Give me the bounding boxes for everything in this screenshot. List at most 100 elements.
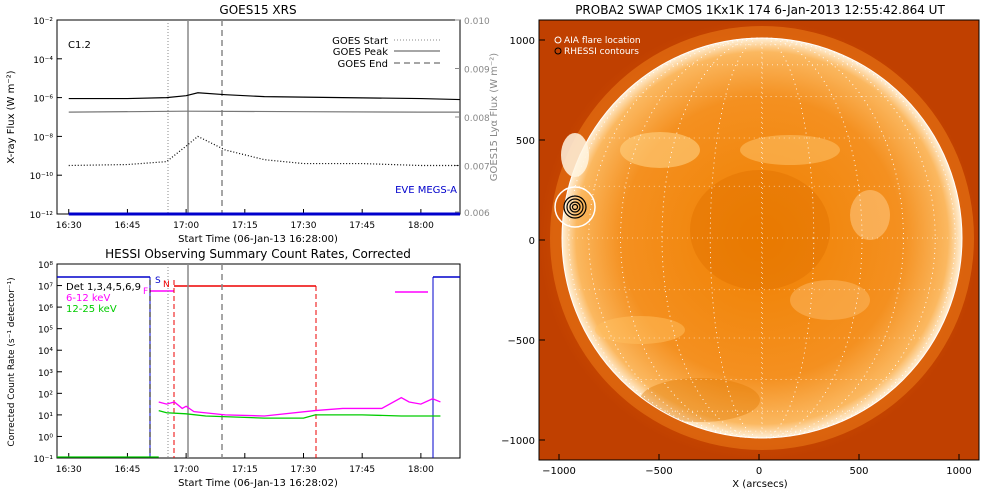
goes-x-tick-label: 17:30 bbox=[291, 221, 317, 231]
swap-x-ticks: −1000 −500 0 500 1000 bbox=[542, 454, 972, 477]
hessi-y-ticks: 10⁸ 10⁷ 10⁶ 10⁵ 10⁴ 10³ 10² 10¹ 10⁰ 10⁻¹ bbox=[33, 261, 62, 465]
goes-x-tick-label: 16:45 bbox=[114, 221, 140, 231]
goes-y-tick-label: 10⁻¹⁰ bbox=[30, 172, 54, 182]
goes-flare-class: C1.2 bbox=[68, 40, 91, 51]
goes-series bbox=[68, 92, 461, 216]
goes-x-tick-label: 17:15 bbox=[232, 221, 258, 231]
swap-legend-aia: AIA flare location bbox=[564, 36, 641, 46]
hessi-title: HESSI Observing Summary Count Rates, Cor… bbox=[105, 247, 411, 261]
hessi-y-tick-label: 10⁶ bbox=[38, 304, 53, 314]
swap-title: PROBA2 SWAP CMOS 1Kx1K 174 6-Jan-2013 12… bbox=[575, 3, 945, 17]
goes-series-long-channel bbox=[68, 92, 461, 101]
goes-y-ticks: 10⁻² 10⁻⁴ 10⁻⁶ 10⁻⁸ 10⁻¹⁰ 10⁻¹² bbox=[30, 17, 62, 221]
hessi-x-tick-label: 17:45 bbox=[349, 465, 375, 475]
goes-x-ticks: 16:30 16:45 17:00 17:15 17:30 17:45 18:00 bbox=[56, 209, 434, 231]
goes-series-ly- bbox=[68, 110, 460, 113]
swap-bright-region-1 bbox=[620, 132, 700, 168]
goes-y-tick-label: 10⁻¹² bbox=[30, 211, 54, 221]
goes-y2-tick-label: 0.007 bbox=[464, 163, 490, 173]
goes-legend-peak: GOES Peak bbox=[333, 47, 388, 58]
hessi-series-12-25-kev bbox=[158, 409, 441, 419]
hessi-x-tick-label: 16:45 bbox=[114, 465, 140, 475]
swap-bright-region-2 bbox=[740, 135, 840, 165]
rhessi-contour-1 bbox=[563, 195, 587, 219]
goes-title: GOES15 XRS bbox=[219, 3, 296, 17]
goes-y2-tick-label: 0.008 bbox=[464, 114, 490, 124]
hessi-flag-s: S bbox=[155, 276, 161, 286]
hessi-ylabel: Corrected Count Rate (s⁻¹ detector⁻¹) bbox=[7, 277, 17, 446]
goes-y-tick-label: 10⁻² bbox=[33, 17, 53, 27]
hessi-x-tick-label: 16:30 bbox=[56, 465, 82, 475]
goes-xlabel: Start Time (06-Jan-13 16:28:00) bbox=[178, 234, 338, 245]
hessi-y-tick-label: 10¹ bbox=[38, 412, 53, 422]
hessi-x-tick-label: 17:30 bbox=[291, 465, 317, 475]
swap-limb bbox=[561, 37, 963, 439]
hessi-series-6-12-kev bbox=[158, 396, 441, 417]
hessi-flag-f: F bbox=[143, 287, 148, 297]
goes-legend-start: GOES Start bbox=[332, 36, 388, 47]
swap-bright-region-4 bbox=[790, 280, 870, 320]
hessi-flag-n: N bbox=[163, 280, 170, 290]
swap-sun-features bbox=[595, 132, 890, 422]
goes-legend: GOES Start GOES Peak GOES End bbox=[332, 36, 440, 70]
hessi-x-tick-label: 17:15 bbox=[232, 465, 258, 475]
aia-flare-location-circle bbox=[554, 186, 596, 228]
goes-y-tick-label: 10⁻⁶ bbox=[33, 95, 53, 105]
swap-longitude-line bbox=[568, 37, 956, 439]
goes-eve-label: EVE MEGS-A bbox=[395, 185, 457, 196]
hessi-y-tick-label: 10⁵ bbox=[38, 326, 53, 336]
swap-y-tick-label: 500 bbox=[516, 136, 535, 147]
swap-legend-aia-symbol bbox=[554, 36, 562, 44]
goes-x-tick-label: 16:30 bbox=[56, 221, 82, 231]
hessi-legend-12-25: 12-25 keV bbox=[66, 304, 117, 315]
swap-x-tick-label: 0 bbox=[756, 466, 762, 477]
goes-legend-end: GOES End bbox=[338, 59, 388, 70]
rhessi-contour-3 bbox=[569, 201, 581, 213]
goes-y2-tick-label: 0.006 bbox=[464, 209, 490, 219]
swap-x-tick-label: −1000 bbox=[542, 466, 576, 477]
swap-limb-brightening bbox=[561, 133, 589, 177]
swap-legend-rhessi: RHESSI contours bbox=[564, 47, 639, 57]
hessi-series bbox=[57, 396, 441, 458]
goes-y-tick-label: 10⁻⁴ bbox=[33, 56, 53, 66]
goes-x-tick-label: 18:00 bbox=[408, 221, 434, 231]
hessi-y-tick-label: 10⁰ bbox=[38, 433, 53, 443]
hessi-plot-frame bbox=[56, 263, 461, 459]
goes-series-short-channel bbox=[68, 135, 460, 167]
swap-legend: AIA flare location RHESSI contours bbox=[554, 36, 641, 57]
goes-y-tick-label: 10⁻⁸ bbox=[33, 133, 53, 143]
hessi-x-tick-label: 17:00 bbox=[173, 465, 199, 475]
hessi-y-tick-label: 10⁸ bbox=[38, 261, 53, 271]
swap-y-tick-label: 0 bbox=[529, 236, 535, 247]
goes-x-tick-label: 17:45 bbox=[349, 221, 375, 231]
swap-dark-region-1 bbox=[690, 170, 830, 290]
swap-x-tick-label: −500 bbox=[645, 466, 672, 477]
rhessi-contour-4 bbox=[571, 203, 579, 211]
goes-y2-tick-label: 0.010 bbox=[464, 17, 490, 27]
goes-y2label: GOES15 Lyα Flux (W m⁻²) bbox=[489, 53, 500, 181]
hessi-y-tick-label: 10⁻¹ bbox=[33, 455, 53, 465]
hessi-legend-6-12: 6-12 keV bbox=[66, 293, 110, 304]
rhessi-contour-2 bbox=[566, 198, 584, 216]
swap-dark-region-2 bbox=[640, 378, 760, 422]
swap-xlabel: X (arcsecs) bbox=[732, 479, 788, 490]
swap-y-tick-label: −500 bbox=[508, 336, 535, 347]
hessi-y-tick-label: 10⁴ bbox=[38, 347, 53, 357]
swap-bright-region-5 bbox=[850, 190, 890, 240]
swap-y-tick-label: −1000 bbox=[501, 436, 535, 447]
hessi-y-tick-label: 10² bbox=[38, 390, 53, 400]
hessi-y-tick-label: 10³ bbox=[38, 369, 53, 379]
swap-flare-marker bbox=[554, 186, 596, 228]
goes-y2-tick-label: 0.009 bbox=[464, 66, 490, 76]
hessi-detectors: Det 1,3,4,5,6,9 bbox=[66, 282, 141, 293]
swap-bright-region-3 bbox=[595, 316, 685, 344]
swap-y-ticks: 1000 500 0 −500 −1000 bbox=[501, 36, 545, 447]
hessi-y-tick-label: 10⁷ bbox=[38, 283, 53, 293]
hessi-xlabel: Start Time (06-Jan-13 16:28:02) bbox=[178, 478, 338, 489]
swap-y-tick-label: 1000 bbox=[510, 36, 535, 47]
goes-x-tick-label: 17:00 bbox=[173, 221, 199, 231]
goes-ylabel: X-ray Flux (W m⁻²) bbox=[6, 70, 17, 163]
swap-legend-rhessi-symbol bbox=[554, 47, 562, 55]
